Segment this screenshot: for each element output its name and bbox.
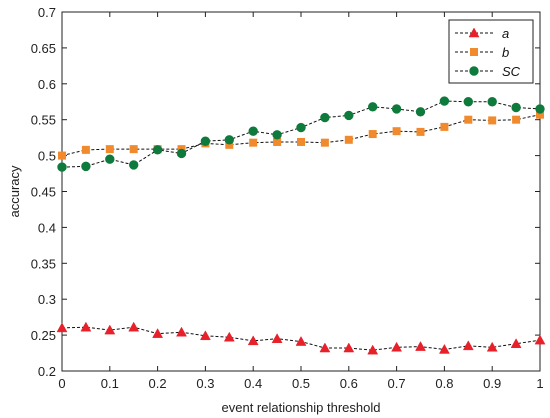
x-tick-label: 0 bbox=[58, 376, 65, 391]
x-tick-label: 0.4 bbox=[244, 376, 262, 391]
y-tick-label: 0.65 bbox=[31, 41, 56, 56]
data-point bbox=[247, 335, 259, 346]
legend-marker bbox=[468, 27, 480, 38]
series-a bbox=[56, 321, 546, 355]
x-tick-label: 0.8 bbox=[435, 376, 453, 391]
data-point bbox=[463, 97, 473, 107]
y-tick-label: 0.7 bbox=[38, 5, 56, 20]
data-point bbox=[81, 145, 90, 154]
legend-label: SC bbox=[502, 64, 521, 79]
data-point bbox=[534, 334, 546, 345]
data-point bbox=[391, 341, 403, 352]
data-point bbox=[367, 344, 379, 355]
data-point bbox=[271, 333, 283, 343]
data-point bbox=[56, 322, 68, 333]
data-point bbox=[440, 122, 449, 131]
x-tick-label: 0.9 bbox=[483, 376, 501, 391]
data-point bbox=[344, 110, 354, 121]
data-point bbox=[199, 330, 211, 341]
data-point bbox=[319, 342, 331, 353]
data-point bbox=[248, 126, 258, 136]
legend-label: b bbox=[502, 45, 509, 60]
data-point bbox=[439, 96, 450, 106]
data-point bbox=[105, 145, 114, 154]
data-point bbox=[273, 137, 282, 146]
data-point bbox=[58, 151, 66, 160]
legend-item: SC bbox=[455, 64, 521, 79]
y-tick-label: 0.35 bbox=[31, 256, 56, 271]
y-tick-label: 0.4 bbox=[38, 220, 56, 235]
x-tick-label: 0.6 bbox=[340, 376, 358, 391]
data-point bbox=[510, 338, 522, 348]
data-point bbox=[297, 137, 305, 146]
data-point bbox=[57, 162, 67, 172]
data-point bbox=[80, 321, 92, 332]
data-point bbox=[488, 116, 497, 125]
data-point bbox=[464, 115, 473, 124]
legend-item: a bbox=[455, 26, 509, 41]
y-tick-label: 0.6 bbox=[38, 77, 56, 92]
data-point bbox=[176, 148, 187, 159]
data-point bbox=[368, 130, 377, 139]
data-point bbox=[343, 342, 355, 353]
x-tick-label: 0.5 bbox=[292, 376, 310, 391]
legend-marker bbox=[469, 66, 479, 76]
data-point bbox=[176, 326, 187, 337]
y-tick-label: 0.55 bbox=[31, 113, 56, 128]
data-point bbox=[535, 104, 545, 114]
legend: ab SC bbox=[448, 19, 534, 84]
data-point bbox=[487, 97, 497, 107]
data-point bbox=[129, 160, 139, 170]
data-point bbox=[415, 341, 426, 351]
x-axis-label: event relationship threshold bbox=[222, 400, 381, 415]
y-axis-label: accuracy bbox=[7, 165, 22, 218]
data-point bbox=[512, 115, 521, 124]
data-point bbox=[129, 145, 138, 154]
data-point bbox=[416, 127, 425, 136]
legend-label: a bbox=[502, 26, 509, 41]
legend-marker bbox=[470, 48, 478, 56]
data-point bbox=[462, 340, 474, 351]
x-tick-label: 0.1 bbox=[101, 376, 119, 391]
data-point bbox=[128, 321, 140, 332]
y-tick-label: 0.5 bbox=[38, 149, 56, 164]
data-point bbox=[81, 161, 91, 172]
data-point bbox=[438, 343, 450, 354]
data-point bbox=[415, 107, 426, 117]
data-point bbox=[152, 328, 164, 338]
y-tick-label: 0.45 bbox=[31, 185, 56, 200]
data-point bbox=[223, 331, 235, 342]
x-axis: 0 0.1 0.2 0.3 0.4 0.5 0.6 0.7 0.8 0.9 1 bbox=[58, 12, 544, 391]
data-point bbox=[272, 130, 282, 140]
data-point bbox=[391, 104, 402, 114]
data-point bbox=[295, 336, 307, 346]
y-axis: 0.2 0.25 0.3 0.35 0.4 0.45 0.5 0.55 0.6 0.65 0.7 bbox=[31, 5, 540, 379]
legend-item: b bbox=[455, 45, 509, 60]
x-tick-label: 0.3 bbox=[196, 376, 214, 391]
data-point bbox=[320, 112, 330, 123]
data-point bbox=[105, 154, 115, 164]
data-point bbox=[368, 102, 378, 112]
data-point bbox=[486, 341, 498, 352]
data-point bbox=[320, 138, 329, 147]
series-sc bbox=[57, 96, 545, 172]
y-tick-label: 0.3 bbox=[38, 292, 56, 307]
data-point bbox=[104, 324, 116, 335]
x-tick-label: 0.2 bbox=[149, 376, 167, 391]
data-point bbox=[392, 127, 401, 136]
data-point bbox=[224, 135, 235, 145]
series-layer bbox=[56, 96, 546, 355]
data-point bbox=[344, 135, 353, 144]
x-tick-label: 1 bbox=[536, 376, 543, 391]
data-point bbox=[152, 145, 163, 155]
series-b bbox=[58, 110, 544, 160]
data-point bbox=[249, 138, 258, 147]
x-tick-label: 0.7 bbox=[388, 376, 406, 391]
data-point bbox=[200, 136, 211, 146]
data-point bbox=[511, 102, 521, 113]
y-tick-label: 0.25 bbox=[31, 328, 56, 343]
y-tick-label: 0.2 bbox=[38, 364, 56, 379]
data-point bbox=[296, 122, 306, 133]
